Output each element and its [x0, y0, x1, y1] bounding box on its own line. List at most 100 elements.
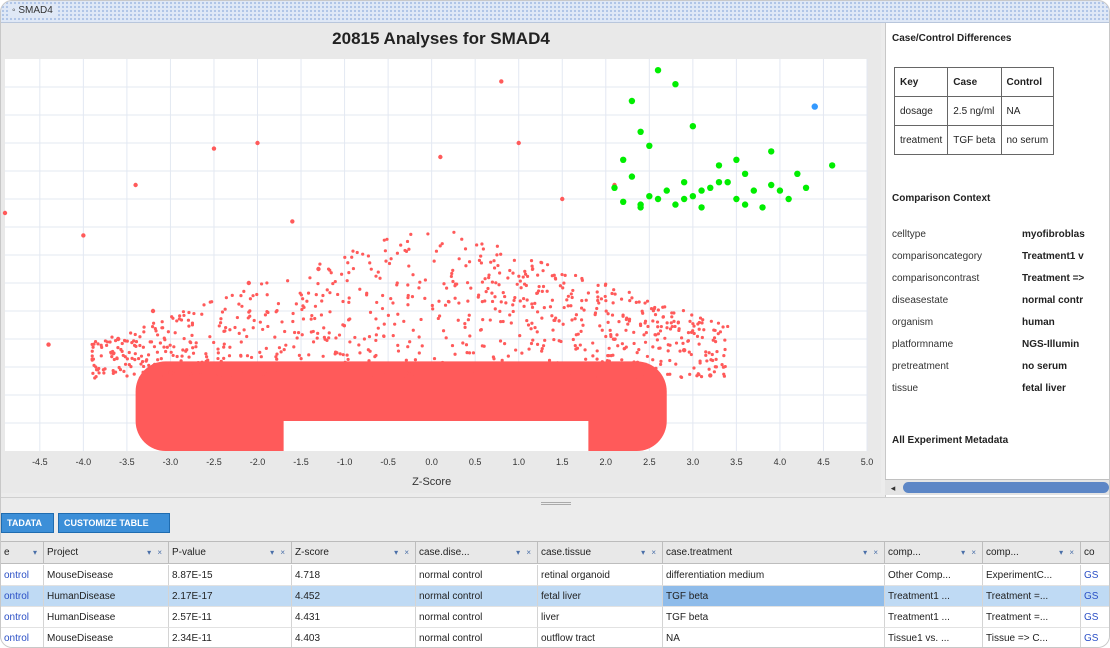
scatter-point[interactable]	[611, 184, 618, 191]
scatter-point[interactable]	[654, 67, 662, 74]
scatter-point[interactable]	[255, 140, 260, 146]
details-horizontal-scrollbar[interactable]: ◂	[885, 479, 1109, 495]
scatter-point[interactable]	[672, 81, 679, 88]
table-row-selected[interactable]: ontrol HumanDisease 2.17E-17 4.452 norma…	[1, 586, 1109, 607]
scatter-point	[710, 352, 714, 357]
column-filter-icon[interactable]: ▾ ×	[961, 548, 978, 557]
scatter-point[interactable]	[768, 181, 775, 189]
column-header[interactable]: P-value ▾ ×	[169, 542, 292, 564]
scatter-point	[596, 375, 601, 379]
scatter-point[interactable]	[438, 154, 443, 160]
scatter-point[interactable]	[637, 201, 644, 208]
column-header[interactable]: co	[1081, 542, 1109, 564]
scatter-point[interactable]	[733, 156, 740, 163]
column-header[interactable]: Project ▾ ×	[44, 542, 169, 564]
column-header[interactable]: e ▾	[1, 542, 44, 564]
scatter-point[interactable]	[637, 128, 644, 135]
column-header[interactable]: comp... ▾ ×	[885, 542, 983, 564]
scatter-point[interactable]	[646, 142, 653, 149]
column-filter-icon[interactable]: ▾	[32, 548, 39, 557]
scatter-point[interactable]	[81, 233, 86, 238]
scatter-point[interactable]	[560, 196, 565, 202]
column-filter-icon[interactable]: ▾ ×	[516, 548, 533, 557]
scatter-point	[540, 349, 544, 353]
customize-table-button[interactable]: CUSTOMIZE TABLE	[58, 513, 170, 533]
column-header[interactable]: case.treatment ▾ ×	[663, 542, 885, 564]
scatter-point[interactable]	[133, 182, 138, 188]
scatter-point[interactable]	[168, 370, 173, 375]
scatter-point[interactable]	[46, 342, 51, 347]
scatter-point[interactable]	[499, 79, 504, 84]
scatter-point[interactable]	[628, 173, 636, 180]
scatter-point[interactable]	[620, 198, 627, 205]
scatter-point[interactable]	[646, 193, 653, 200]
column-header[interactable]: Z-score ▾ ×	[292, 542, 416, 564]
splitter-grip-icon[interactable]	[541, 502, 571, 505]
column-header[interactable]: case.tissue ▾ ×	[538, 542, 663, 564]
column-filter-icon[interactable]: ▾ ×	[641, 548, 658, 557]
scatter-point[interactable]	[689, 193, 697, 200]
scatter-point	[550, 376, 554, 380]
table-cell[interactable]: ontrol	[1, 565, 44, 586]
scatter-point[interactable]	[733, 195, 740, 203]
scroll-left-icon[interactable]: ◂	[890, 483, 896, 493]
table-cell[interactable]: ontrol	[1, 628, 44, 647]
column-filter-icon[interactable]: ▾ ×	[270, 548, 287, 557]
scatter-point[interactable]	[759, 204, 766, 211]
window-titlebar[interactable]: ◦ SMAD4	[1, 1, 1109, 23]
table-cell[interactable]: ontrol	[1, 607, 44, 628]
scatter-point[interactable]	[628, 97, 636, 105]
scatter-point[interactable]	[698, 187, 705, 194]
table-row[interactable]: ontrol MouseDisease 8.87E-15 4.718 norma…	[1, 565, 1109, 586]
table-row[interactable]: ontrol HumanDisease 2.57E-11 4.431 norma…	[1, 607, 1109, 628]
table-cell[interactable]: GS	[1081, 565, 1109, 586]
scatter-point[interactable]	[516, 140, 521, 146]
scatter-point[interactable]	[115, 336, 121, 342]
scatter-point[interactable]	[316, 266, 321, 272]
scatter-point[interactable]	[290, 219, 295, 224]
scatter-point[interactable]	[724, 179, 731, 186]
scatter-point[interactable]	[741, 201, 749, 208]
scatter-point[interactable]	[715, 162, 723, 169]
column-filter-icon[interactable]: ▾ ×	[394, 548, 411, 557]
table-cell[interactable]: GS	[1081, 607, 1109, 628]
table-cell[interactable]: GS	[1081, 628, 1109, 647]
table-cell[interactable]: GS	[1081, 586, 1109, 607]
table-cell[interactable]: ontrol	[1, 586, 44, 607]
scatter-point[interactable]	[246, 280, 251, 286]
scatter-point[interactable]	[680, 195, 688, 203]
scatter-point[interactable]	[680, 179, 688, 186]
column-header[interactable]: comp... ▾ ×	[983, 542, 1081, 564]
scatter-point[interactable]	[2, 210, 8, 216]
scatter-point[interactable]	[828, 162, 836, 169]
scatter-point[interactable]	[698, 204, 705, 211]
scatter-point[interactable]	[768, 148, 775, 155]
scatter-point[interactable]	[707, 184, 714, 191]
table-row[interactable]: ontrol MouseDisease 2.34E-11 4.403 norma…	[1, 628, 1109, 647]
column-filter-icon[interactable]: ▾ ×	[863, 548, 880, 557]
scatter-point[interactable]	[663, 187, 670, 194]
scatter-chart[interactable]: -4.5 -4.0 -3.5 -3.0 -2.5 -2.0 -1.5 -1.0 -0.5 0.0 0…	[1, 23, 881, 493]
scatter-point[interactable]	[211, 146, 217, 151]
scatter-point[interactable]	[785, 195, 792, 203]
scatter-point[interactable]	[802, 184, 810, 191]
scatter-point[interactable]	[741, 170, 749, 177]
scatter-point[interactable]	[750, 187, 758, 194]
column-filter-icon[interactable]: ▾ ×	[1059, 548, 1076, 557]
scatter-point[interactable]	[150, 308, 156, 314]
scatter-point[interactable]	[715, 179, 723, 186]
column-header[interactable]: case.dise... ▾ ×	[416, 542, 538, 564]
panel-splitter[interactable]	[1, 497, 1109, 509]
scatter-point[interactable]	[689, 123, 697, 130]
metadata-button[interactable]: TADATA	[1, 513, 54, 533]
scatter-point[interactable]	[620, 156, 627, 163]
scrollbar-thumb[interactable]	[903, 482, 1109, 493]
scatter-point[interactable]	[681, 348, 687, 353]
scatter-point[interactable]	[811, 103, 818, 110]
column-filter-icon[interactable]: ▾ ×	[147, 548, 164, 557]
scatter-point[interactable]	[776, 187, 784, 194]
scatter-point[interactable]	[672, 201, 679, 208]
scatter-point[interactable]	[794, 170, 801, 177]
scatter-point[interactable]	[708, 373, 713, 378]
scatter-point[interactable]	[654, 195, 662, 203]
